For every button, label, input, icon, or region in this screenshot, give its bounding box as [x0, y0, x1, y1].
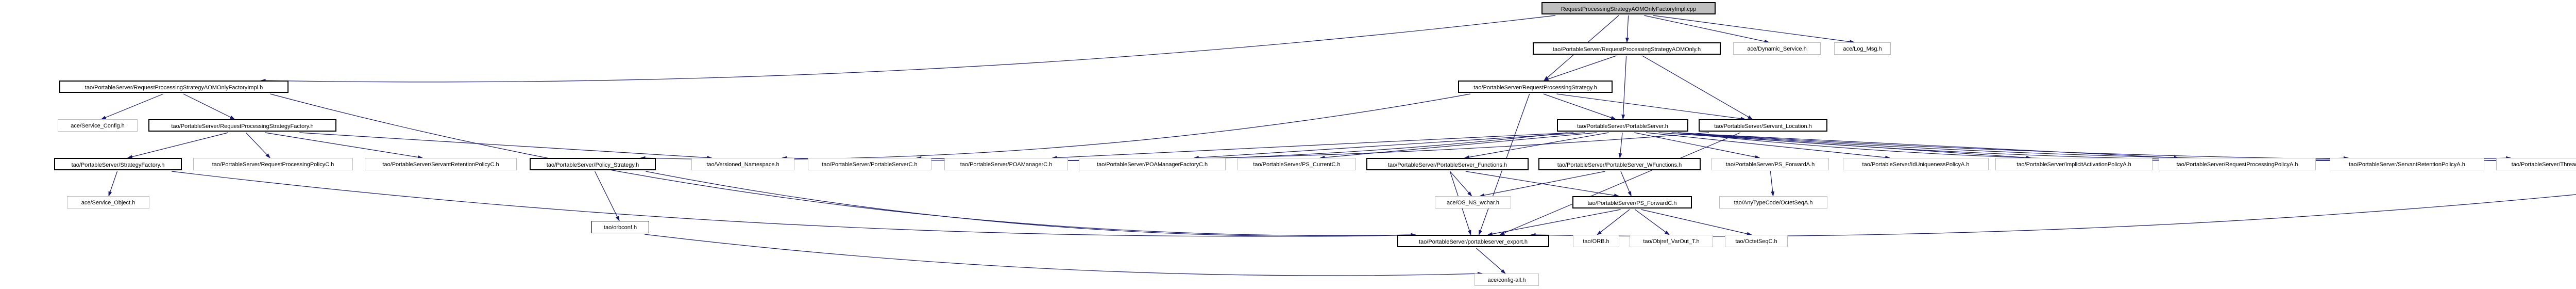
include-edge-root-to-aomonly	[1625, 15, 1629, 43]
include-edge-root-to-dynsvc	[1644, 15, 1770, 43]
graph-node-objref_varout: tao/Objref_VarOut_T.h	[1630, 235, 1713, 247]
graph-node-rpsfactory_h[interactable]: tao/PortableServer/RequestProcessingStra…	[148, 119, 336, 132]
graph-node-policy_strategy_h[interactable]: tao/PortableServer/Policy_Strategy.h	[530, 158, 656, 170]
include-edge-strategyfactory_h-to-export_h	[172, 171, 1416, 237]
include-edge-ps_forwardc_h-to-export_h	[1487, 209, 1621, 236]
include-edge-portableserver_h-to-poamanagerc_h	[1052, 132, 1574, 160]
include-edge-portableserver_h-to-poamanagerfactoryc_h	[1193, 132, 1585, 159]
include-edge-rpstrategy_h-to-policy_strategy_h	[640, 93, 1471, 160]
include-edge-portableserver_h-to-reqproc_a	[1671, 132, 2179, 160]
graph-node-octetseqa_h: tao/AnyTypeCode/OctetSeqA.h	[1719, 196, 1827, 208]
include-edge-portableserver_h-to-portableserverc_h	[916, 132, 1568, 161]
graph-node-servant_location_h[interactable]: tao/PortableServer/Servant_Location.h	[1699, 119, 1827, 132]
include-edge-aomonly-to-portableserver_h	[1621, 55, 1627, 120]
graph-node-orb_h: tao/ORB.h	[1573, 235, 1619, 247]
graph-node-ps_functions_h[interactable]: tao/PortableServer/PortableServer_Functi…	[1366, 158, 1529, 170]
graph-node-portableserverc_h: tao/PortableServer/PortableServerC.h	[808, 158, 931, 170]
include-edge-policy_strategy_h-to-orbconf_h	[595, 171, 620, 221]
include-edge-lifespan_a-to-export_h	[1530, 194, 2576, 237]
include-edge-portableserver_h-to-lifespan_a	[1677, 132, 2576, 161]
graph-node-implact_a: tao/PortableServer/ImplicitActivationPol…	[1995, 158, 2153, 170]
include-edge-strategyfactory_h-to-service_object	[108, 171, 118, 197]
include-edge-root-to-factoryimpl_h	[260, 15, 1556, 83]
include-edge-portableserver_h-to-ps_forwarda_h	[1634, 132, 1760, 159]
graph-node-iduniq_a: tao/PortableServer/IdUniquenessPolicyA.h	[1843, 158, 1989, 170]
graph-node-portableserver_h[interactable]: tao/PortableServer/PortableServer.h	[1557, 119, 1688, 132]
include-edge-portableserver_h-to-ps_wfunctions_h	[1618, 132, 1623, 158]
graph-node-rppolicyc_h: tao/PortableServer/RequestProcessingPoli…	[193, 158, 353, 170]
include-edge-policy_strategy_h-to-export_h	[646, 171, 1416, 237]
graph-node-ps_currentc_h: tao/PortableServer/PS_CurrentC.h	[1238, 158, 1356, 170]
include-edge-ps_wfunctions_h-to-ps_forwardc_h	[1620, 171, 1632, 197]
include-edge-portableserver_h-to-idassign_a	[1677, 132, 2576, 161]
graph-node-service_object: ace/Service_Object.h	[67, 196, 149, 208]
graph-node-aomonly[interactable]: tao/PortableServer/RequestProcessingStra…	[1533, 42, 1721, 55]
include-edge-rpsfactory_h-to-strategyfactory_h	[127, 132, 229, 159]
graph-node-poamanagerfactoryc_h: tao/PortableServer/POAManagerFactoryC.h	[1079, 158, 1226, 170]
include-edge-ps_functions_h-to-os_ns_wchar	[1449, 171, 1472, 197]
include-edge-portableserver_h-to-iduniq_a	[1646, 132, 1891, 159]
include-edge-factoryimpl_h-to-rpsfactory_h	[183, 93, 235, 120]
graph-node-strategyfactory_h[interactable]: tao/PortableServer/StrategyFactory.h	[54, 158, 182, 170]
include-edge-servant_location_h-to-versioned_ns	[782, 132, 1709, 161]
include-edge-factoryimpl_h-to-export_h	[270, 93, 1416, 237]
graph-node-reqproc_a: tao/PortableServer/RequestProcessingPoli…	[2159, 158, 2316, 170]
include-edge-root-to-logmsg	[1653, 15, 1855, 44]
graph-node-orbconf_h[interactable]: tao/orbconf.h	[591, 221, 649, 233]
include-edge-aomonly-to-servant_location_h	[1642, 55, 1753, 120]
include-edge-ps_forwardc_h-to-objref_varout	[1635, 209, 1670, 235]
graph-node-srpolicyc_h: tao/PortableServer/ServantRetentionPolic…	[365, 158, 517, 170]
graph-node-dynsvc: ace/Dynamic_Service.h	[1733, 42, 1821, 55]
include-edge-servant_location_h-to-export_h	[1499, 132, 1741, 235]
graph-node-ps_wfunctions_h[interactable]: tao/PortableServer/PortableServer_WFunct…	[1538, 158, 1701, 170]
graph-node-export_h[interactable]: tao/PortableServer/portableserver_export…	[1397, 235, 1549, 247]
graph-node-root: RequestProcessingStrategyAOMOnlyFactoryI…	[1541, 2, 1716, 14]
include-edge-rpsfactory_h-to-rppolicyc_h	[245, 132, 270, 158]
include-edge-factoryimpl_h-to-service_config	[100, 93, 164, 120]
graph-node-poamanagerc_h: tao/PortableServer/POAManagerC.h	[944, 158, 1068, 170]
include-edge-rpstrategy_h-to-servant_location_h	[1556, 93, 1746, 121]
graph-node-rpstrategy_h[interactable]: tao/PortableServer/RequestProcessingStra…	[1458, 81, 1613, 93]
graph-node-factoryimpl_h[interactable]: tao/PortableServer/RequestProcessingStra…	[59, 81, 289, 93]
graph-node-ps_forwarda_h: tao/PortableServer/PS_ForwardA.h	[1711, 158, 1829, 170]
include-edge-orbconf_h-to-config_all	[644, 234, 1483, 276]
include-edge-aomonly-to-rpstrategy_h	[1543, 55, 1617, 81]
graph-node-service_config: ace/Service_Config.h	[58, 119, 138, 132]
include-edge-rpsfactory_h-to-srpolicyc_h	[265, 132, 423, 159]
graph-node-thread_a: tao/PortableServer/ThreadPolicyA.h	[2496, 158, 2576, 170]
include-edge-portableserver_h-to-thread_a	[1677, 132, 2512, 161]
include-edge-ps_forwardc_h-to-orb_h	[1597, 209, 1630, 235]
graph-node-ps_forwardc_h[interactable]: tao/PortableServer/PS_ForwardC.h	[1572, 196, 1692, 208]
include-edge-export_h-to-config_all	[1476, 248, 1506, 274]
include-edge-ps_forwarda_h-to-octetseqa_h	[1770, 171, 1775, 197]
graph-node-servret_a: tao/PortableServer/ServantRetentionPolic…	[2330, 158, 2484, 170]
include-edge-ps_forwardc_h-to-octetseqc_h	[1641, 209, 1752, 236]
include-edge-ps_wfunctions_h-to-os_ns_wchar	[1479, 171, 1605, 197]
graph-node-octetseqc_h: tao/OctetSeqC.h	[1725, 235, 1788, 247]
include-edge-portableserver_h-to-ps_functions_h	[1464, 132, 1609, 159]
graph-node-os_ns_wchar: ace/OS_NS_wchar.h	[1435, 196, 1511, 208]
graph-node-logmsg: ace/Log_Msg.h	[1834, 42, 1891, 55]
graph-node-config_all: ace/config-all.h	[1475, 274, 1539, 286]
include-edge-rpstrategy_h-to-portableserver_h	[1543, 93, 1616, 120]
graph-node-versioned_ns: tao/Versioned_Namespace.h	[691, 158, 794, 170]
include-edge-rpsfactory_h-to-versioned_ns	[299, 132, 713, 159]
include-edge-portableserver_h-to-ps_currentc_h	[1319, 132, 1597, 159]
